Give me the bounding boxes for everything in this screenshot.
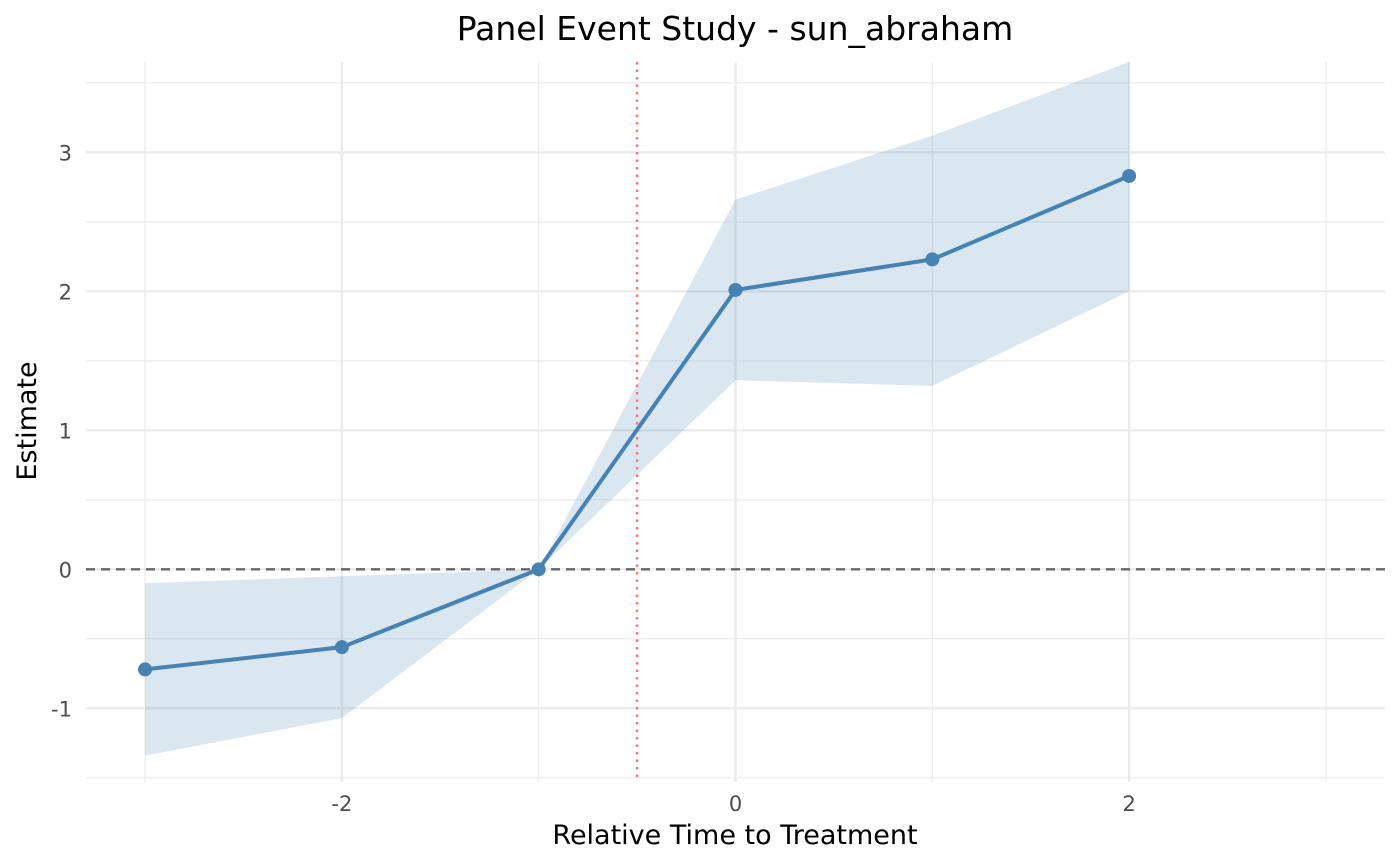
x-tick-label: 0 — [729, 792, 742, 816]
y-tick-label: 2 — [59, 280, 72, 304]
y-axis-ticks: -1 0 1 2 3 — [51, 141, 72, 721]
y-tick-label: 0 — [59, 558, 72, 582]
y-tick-label: 1 — [59, 419, 72, 443]
chart-title: Panel Event Study - sun_abraham — [457, 9, 1013, 48]
x-axis-ticks: -2 0 2 — [331, 792, 1135, 816]
estimate-point — [334, 640, 349, 655]
y-tick-label: 3 — [59, 141, 72, 165]
estimate-point — [1122, 168, 1137, 183]
estimate-point — [138, 662, 153, 677]
estimate-point — [531, 562, 546, 577]
estimate-series-line — [143, 173, 1132, 672]
y-tick-label: -1 — [51, 697, 72, 721]
x-tick-label: -2 — [331, 792, 352, 816]
x-axis-title: Relative Time to Treatment — [552, 820, 917, 851]
x-tick-label: 2 — [1122, 792, 1135, 816]
y-axis-title: Estimate — [12, 361, 43, 480]
estimate-points — [138, 168, 1137, 677]
estimate-point — [925, 252, 940, 267]
estimate-line — [143, 173, 1132, 672]
estimate-point — [728, 282, 743, 297]
reference-lines — [86, 62, 1385, 782]
